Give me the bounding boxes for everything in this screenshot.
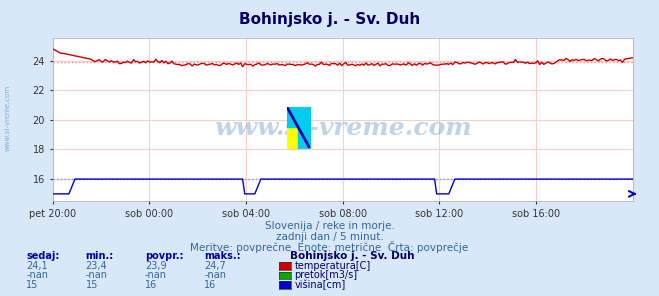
Text: temperatura[C]: temperatura[C] — [295, 261, 371, 271]
Text: maks.:: maks.: — [204, 251, 241, 261]
Text: 15: 15 — [26, 280, 39, 290]
Text: www.si-vreme.com: www.si-vreme.com — [214, 116, 472, 140]
Text: min.:: min.: — [86, 251, 114, 261]
Text: 24,7: 24,7 — [204, 261, 226, 271]
Text: sedaj:: sedaj: — [26, 251, 60, 261]
Text: 23,9: 23,9 — [145, 261, 167, 271]
Text: Meritve: povprečne  Enote: metrične  Črta: povprečje: Meritve: povprečne Enote: metrične Črta:… — [190, 241, 469, 253]
Text: -nan: -nan — [26, 270, 48, 280]
Text: -nan: -nan — [86, 270, 107, 280]
Text: povpr.:: povpr.: — [145, 251, 183, 261]
Text: -nan: -nan — [204, 270, 226, 280]
Text: 15: 15 — [86, 280, 98, 290]
Text: 23,4: 23,4 — [86, 261, 107, 271]
Text: Bohinjsko j. - Sv. Duh: Bohinjsko j. - Sv. Duh — [290, 251, 415, 261]
Text: pretok[m3/s]: pretok[m3/s] — [295, 270, 358, 280]
Text: zadnji dan / 5 minut.: zadnji dan / 5 minut. — [275, 232, 384, 242]
Text: 16: 16 — [204, 280, 217, 290]
Text: 16: 16 — [145, 280, 158, 290]
Text: 24,1: 24,1 — [26, 261, 48, 271]
Text: višina[cm]: višina[cm] — [295, 279, 346, 290]
Text: Bohinjsko j. - Sv. Duh: Bohinjsko j. - Sv. Duh — [239, 12, 420, 27]
Text: -nan: -nan — [145, 270, 167, 280]
Text: www.si-vreme.com: www.si-vreme.com — [5, 85, 11, 152]
Text: Slovenija / reke in morje.: Slovenija / reke in morje. — [264, 221, 395, 231]
